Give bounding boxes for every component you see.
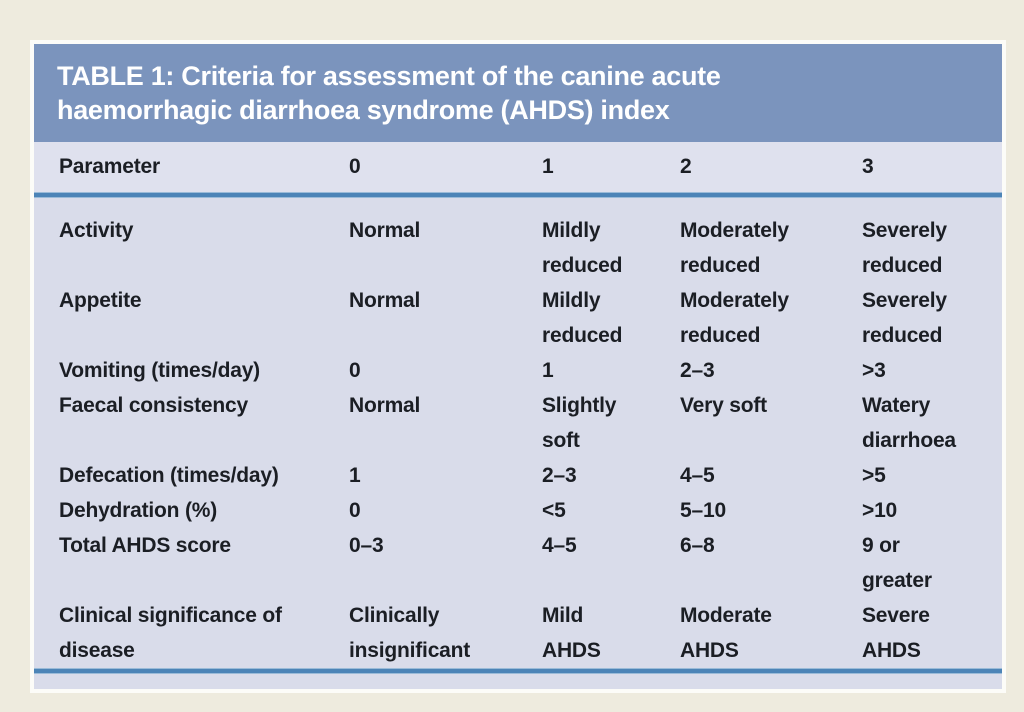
row-value: 9 or greater [862,534,932,592]
table-row: Defecation (times/day) 1 2–3 4–5 >5 [34,458,1002,493]
row-value: Mildly reduced [542,289,623,347]
row-parameter-label: Total AHDS score [59,534,231,557]
row-parameter-label: Faecal consistency [59,394,248,417]
column-header-score-3: 3 [837,142,1002,192]
table-row: Faecal consistency Normal Slightly soft Ver… [34,388,1002,458]
ahds-criteria-table: Parameter 0 1 2 3 Activity Normal Mildly r… [34,142,1002,689]
row-value: 2–3 [680,359,715,382]
footer-strip-row [34,674,1002,689]
row-value: Watery diarrhoea [862,394,956,452]
row-value: 0 [349,499,361,522]
row-value: Moderate AHDS [680,604,772,662]
table-row: Appetite Normal Mildly reduced Moderately r… [34,283,1002,353]
row-value: Severe AHDS [862,604,930,662]
table-title: TABLE 1: Criteria for assessment of the … [34,44,1002,142]
row-value: Moderately reduced [680,219,789,277]
row-value: 0–3 [349,534,384,557]
row-value: 1 [542,359,554,382]
row-value: Normal [349,219,421,242]
table-column-header: Parameter 0 1 2 3 [34,142,1002,198]
column-header-score-0: 0 [324,142,517,192]
table-row: Vomiting (times/day) 0 1 2–3 >3 [34,353,1002,388]
row-value: 1 [349,464,361,487]
row-value: <5 [542,499,566,522]
row-value: Severely reduced [862,289,947,347]
row-parameter-label: Appetite [59,289,142,312]
row-value: 5–10 [680,499,726,522]
ahds-table-panel: TABLE 1: Criteria for assessment of the … [30,40,1006,693]
table-footer [34,668,1002,689]
row-value: >3 [862,359,886,382]
row-parameter-label: Activity [59,219,134,242]
column-header-score-2: 2 [655,142,837,192]
row-value: Slightly soft [542,394,617,452]
row-value: 4–5 [680,464,715,487]
column-header-parameter: Parameter [34,142,324,192]
table-row: Dehydration (%) 0 <5 5–10 >10 [34,493,1002,528]
row-value: Normal [349,289,421,312]
row-value: 2–3 [542,464,577,487]
column-header-score-1: 1 [517,142,655,192]
row-value: >5 [862,464,886,487]
column-header-row: Parameter 0 1 2 3 [34,142,1002,192]
row-parameter-label: Clinical significance of disease [59,604,282,662]
bottom-strip [34,674,1002,689]
row-value: Very soft [680,394,767,417]
row-value: 4–5 [542,534,577,557]
row-parameter-label: Defecation (times/day) [59,464,279,487]
table-body: Activity Normal Mildly reduced Moderately r… [34,198,1002,668]
row-value: 6–8 [680,534,715,557]
bottom-rule [34,668,1002,674]
footer-separator-row [34,668,1002,674]
header-separator-row [34,192,1002,198]
table-row: Activity Normal Mildly reduced Moderately r… [34,198,1002,283]
row-value: Mildly reduced [542,219,623,277]
row-value: Mild AHDS [542,604,601,662]
row-value: 0 [349,359,361,382]
row-value: Moderately reduced [680,289,789,347]
top-rule [34,192,1002,198]
row-parameter-label: Dehydration (%) [59,499,218,522]
table-row: Total AHDS score 0–3 4–5 6–8 9 or greater [34,528,1002,598]
row-value: Normal [349,394,421,417]
table-row: Clinical significance of disease Clinical… [34,598,1002,668]
row-parameter-label: Vomiting (times/day) [59,359,260,382]
row-value: >10 [862,499,898,522]
row-value: Clinically insignificant [349,604,471,662]
row-value: Severely reduced [862,219,947,277]
